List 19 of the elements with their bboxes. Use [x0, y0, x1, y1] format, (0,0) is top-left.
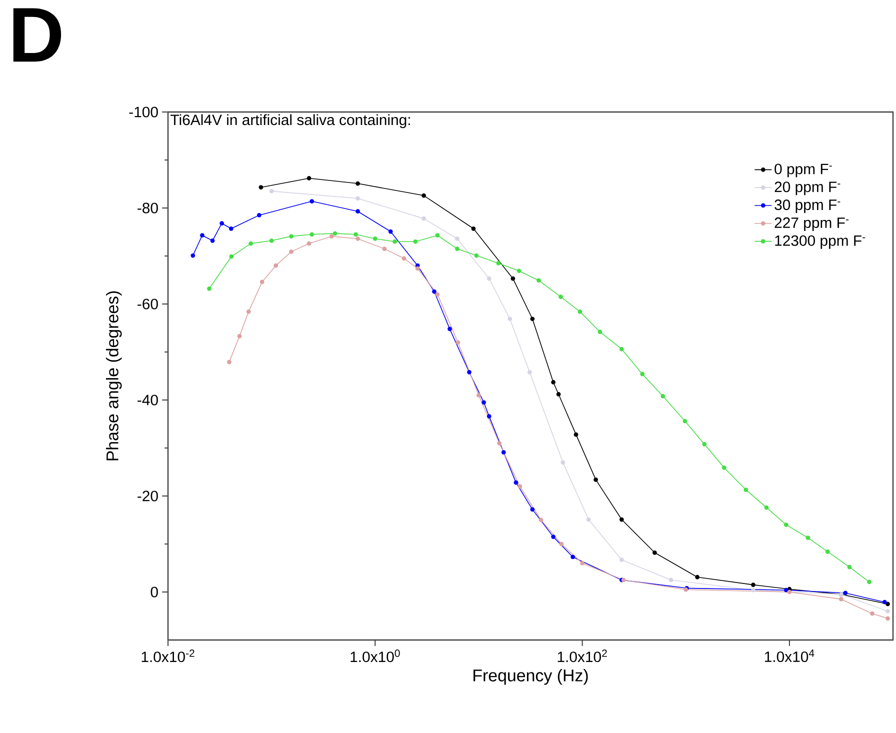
legend-label: 20 ppm F$^{-}$: [774, 182, 840, 196]
legend-title: Ti6Al4V in artificial saliva containing:: [170, 114, 410, 128]
y-axis-title: Phase angle (degrees): [106, 291, 122, 460]
x-tick-label: 1.0x10$^{2}$: [558, 650, 607, 662]
y-tick-label: -100: [129, 106, 158, 118]
x-tick-label: 1.0x10$^{-2}$: [142, 650, 194, 662]
x-axis-title: Frequency (Hz): [474, 669, 588, 685]
x-tick-label: 1.0x10$^{4}$: [764, 650, 814, 662]
chart-title: D: [13, 8, 62, 62]
legend-label: 30 ppm F$^{-}$: [774, 200, 840, 214]
y-tick-label: -40: [138, 394, 158, 406]
y-tick-label: -20: [138, 490, 158, 502]
legend-label: 12300 ppm F$^{-}$: [775, 235, 866, 249]
y-tick-label: -80: [138, 202, 158, 214]
x-tick-label: 1.0x10$^{0}$: [350, 650, 400, 662]
y-tick-label: 0: [150, 586, 158, 598]
legend-label: 0 ppm F$^{-}$: [774, 164, 832, 178]
legend-label: 227 ppm F$^{-}$: [774, 217, 848, 231]
y-tick-label: -60: [138, 298, 158, 310]
